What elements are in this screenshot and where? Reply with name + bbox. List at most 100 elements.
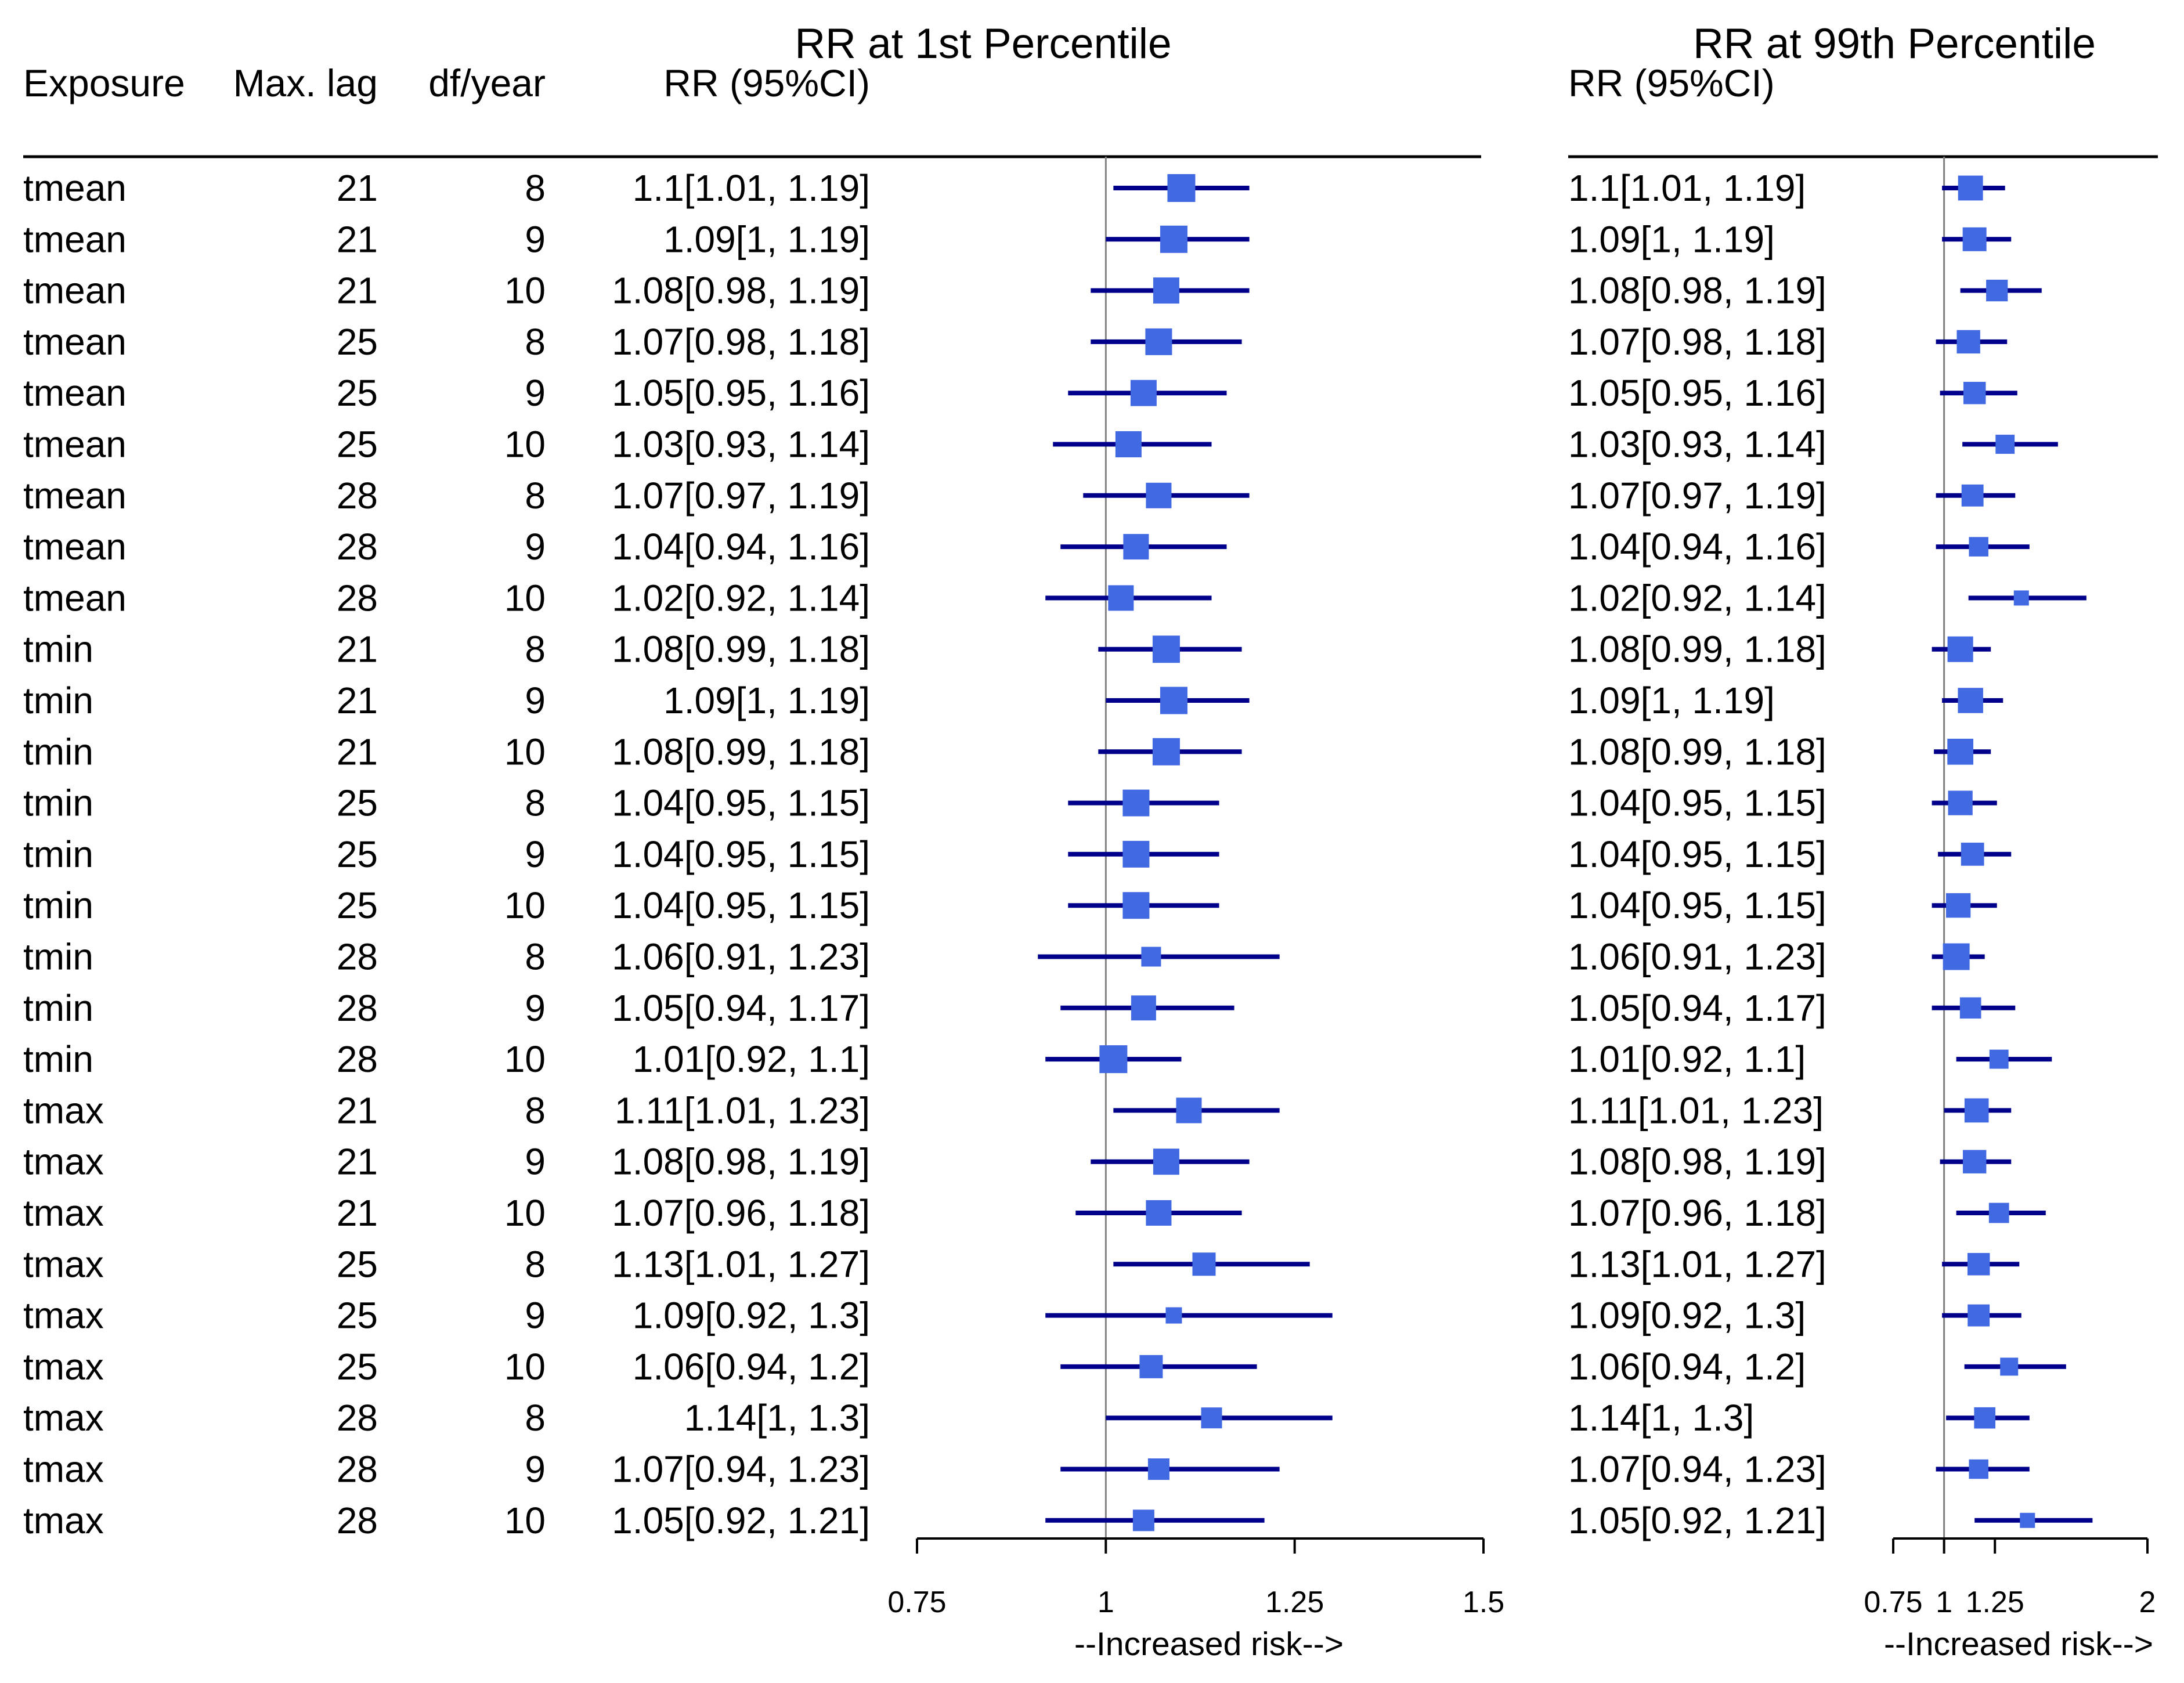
row-rr-ci-label: 1.08[0.98, 1.19] [612, 270, 870, 312]
x-tick-label: 0.75 [1864, 1586, 1922, 1619]
row-rr-ci-label: 1.03[0.93, 1.14] [1568, 424, 1826, 465]
row-max-lag: 25 [337, 1346, 378, 1388]
rr-point-box [1160, 687, 1187, 714]
row-rr-ci-label: 1.13[1.01, 1.27] [1568, 1243, 1826, 1285]
header-df-year: df/year [428, 62, 546, 104]
rr-point-box [1141, 947, 1161, 967]
rr-point-box [1122, 892, 1150, 919]
rr-point-box [1968, 1304, 1990, 1327]
row-df-year: 9 [525, 833, 546, 875]
row-exposure: tmax [23, 1141, 104, 1183]
row-max-lag: 21 [337, 680, 378, 721]
rr-point-box [1962, 1150, 1987, 1173]
row-max-lag: 25 [337, 782, 378, 824]
rr-point-box [1946, 893, 1971, 918]
row-df-year: 9 [525, 526, 546, 568]
row-max-lag: 28 [337, 526, 378, 568]
row-max-lag: 28 [337, 1397, 378, 1439]
row-rr-ci-label: 1.06[0.94, 1.2] [1568, 1346, 1806, 1388]
row-max-lag: 25 [337, 884, 378, 926]
row-exposure: tmin [23, 629, 93, 670]
row-rr-ci-label: 1.04[0.95, 1.15] [1568, 782, 1826, 824]
row-exposure: tmin [23, 936, 93, 978]
rr-point-box [2020, 1512, 2035, 1528]
row-rr-ci-label: 1.11[1.01, 1.23] [615, 1089, 870, 1131]
rr-point-box [1986, 279, 2008, 302]
rr-point-box [1962, 227, 1987, 251]
row-rr-ci-label: 1.01[0.92, 1.1] [1568, 1038, 1806, 1080]
row-max-lag: 28 [337, 475, 378, 517]
rr-point-box [1995, 435, 2015, 454]
row-max-lag: 21 [337, 167, 378, 209]
rr-point-box [1152, 635, 1180, 663]
row-rr-ci-label: 1.08[0.99, 1.18] [612, 731, 870, 772]
row-rr-ci-label: 1.07[0.94, 1.23] [612, 1449, 870, 1490]
row-rr-ci-label: 1.07[0.96, 1.18] [1568, 1192, 1826, 1234]
row-df-year: 8 [525, 475, 546, 517]
rr-point-box [1989, 1049, 2009, 1069]
row-rr-ci-label: 1.14[1, 1.3] [684, 1397, 870, 1439]
rr-point-box [1948, 790, 1973, 815]
row-df-year: 9 [525, 1449, 546, 1490]
row-exposure: tmax [23, 1295, 104, 1337]
row-rr-ci-label: 1.05[0.95, 1.16] [1568, 372, 1826, 414]
panel-1-xlabel: --Increased risk--> [1074, 1626, 1344, 1663]
row-exposure: tmax [23, 1243, 104, 1285]
row-df-year: 8 [525, 629, 546, 670]
row-rr-ci-label: 1.04[0.95, 1.15] [612, 782, 870, 824]
x-tick-label: 1.25 [1265, 1586, 1324, 1619]
row-rr-ci-label: 1.09[1, 1.19] [1568, 218, 1775, 260]
row-rr-ci-label: 1.11[1.01, 1.23] [1568, 1089, 1824, 1131]
row-max-lag: 21 [337, 270, 378, 312]
row-df-year: 9 [525, 680, 546, 721]
x-tick-label: 1 [1936, 1586, 1952, 1619]
row-exposure: tmean [23, 270, 127, 312]
row-df-year: 10 [504, 577, 546, 619]
row-df-year: 10 [504, 1500, 546, 1541]
row-exposure: tmin [23, 833, 93, 875]
row-rr-ci-label: 1.01[0.92, 1.1] [633, 1038, 870, 1080]
row-max-lag: 25 [337, 424, 378, 465]
row-max-lag: 28 [337, 1500, 378, 1541]
rr-point-box [1947, 738, 1974, 765]
row-max-lag: 25 [337, 372, 378, 414]
row-exposure: tmean [23, 526, 127, 568]
row-max-lag: 28 [337, 1038, 378, 1080]
row-rr-ci-label: 1.05[0.94, 1.17] [612, 987, 870, 1029]
row-rr-ci-label: 1.09[0.92, 1.3] [633, 1295, 870, 1337]
row-df-year: 8 [525, 1089, 546, 1131]
row-df-year: 10 [504, 270, 546, 312]
row-rr-ci-label: 1.08[0.99, 1.18] [612, 629, 870, 670]
row-max-lag: 25 [337, 833, 378, 875]
row-exposure: tmean [23, 167, 127, 209]
row-exposure: tmean [23, 372, 127, 414]
row-exposure: tmax [23, 1089, 104, 1131]
rr-point-box [1961, 843, 1984, 866]
row-rr-ci-label: 1.02[0.92, 1.14] [1568, 577, 1826, 619]
row-rr-ci-label: 1.04[0.95, 1.15] [612, 884, 870, 926]
row-rr-ci-label: 1.14[1, 1.3] [1568, 1397, 1754, 1439]
row-max-lag: 21 [337, 731, 378, 772]
row-df-year: 9 [525, 372, 546, 414]
row-exposure: tmax [23, 1346, 104, 1388]
row-df-year: 8 [525, 1397, 546, 1439]
row-rr-ci-label: 1.07[0.98, 1.18] [612, 321, 870, 363]
panel-2-title: RR at 99th Percentile [1693, 20, 2096, 67]
row-exposure: tmin [23, 884, 93, 926]
row-rr-ci-label: 1.04[0.95, 1.15] [612, 833, 870, 875]
row-max-lag: 21 [337, 629, 378, 670]
rr-point-box [1160, 225, 1187, 253]
x-tick-label: 1.5 [1463, 1586, 1504, 1619]
row-max-lag: 28 [337, 987, 378, 1029]
row-rr-ci-label: 1.07[0.98, 1.18] [1568, 321, 1826, 363]
row-rr-ci-label: 1.08[0.99, 1.18] [1568, 629, 1826, 670]
row-exposure: tmin [23, 680, 93, 721]
row-exposure: tmean [23, 475, 127, 517]
rr-point-box [1147, 1458, 1169, 1480]
rr-point-box [1099, 1045, 1128, 1074]
header-max-lag: Max. lag [233, 62, 378, 104]
rr-point-box [1115, 431, 1142, 457]
row-exposure: tmean [23, 424, 127, 465]
row-df-year: 8 [525, 782, 546, 824]
row-exposure: tmax [23, 1500, 104, 1541]
